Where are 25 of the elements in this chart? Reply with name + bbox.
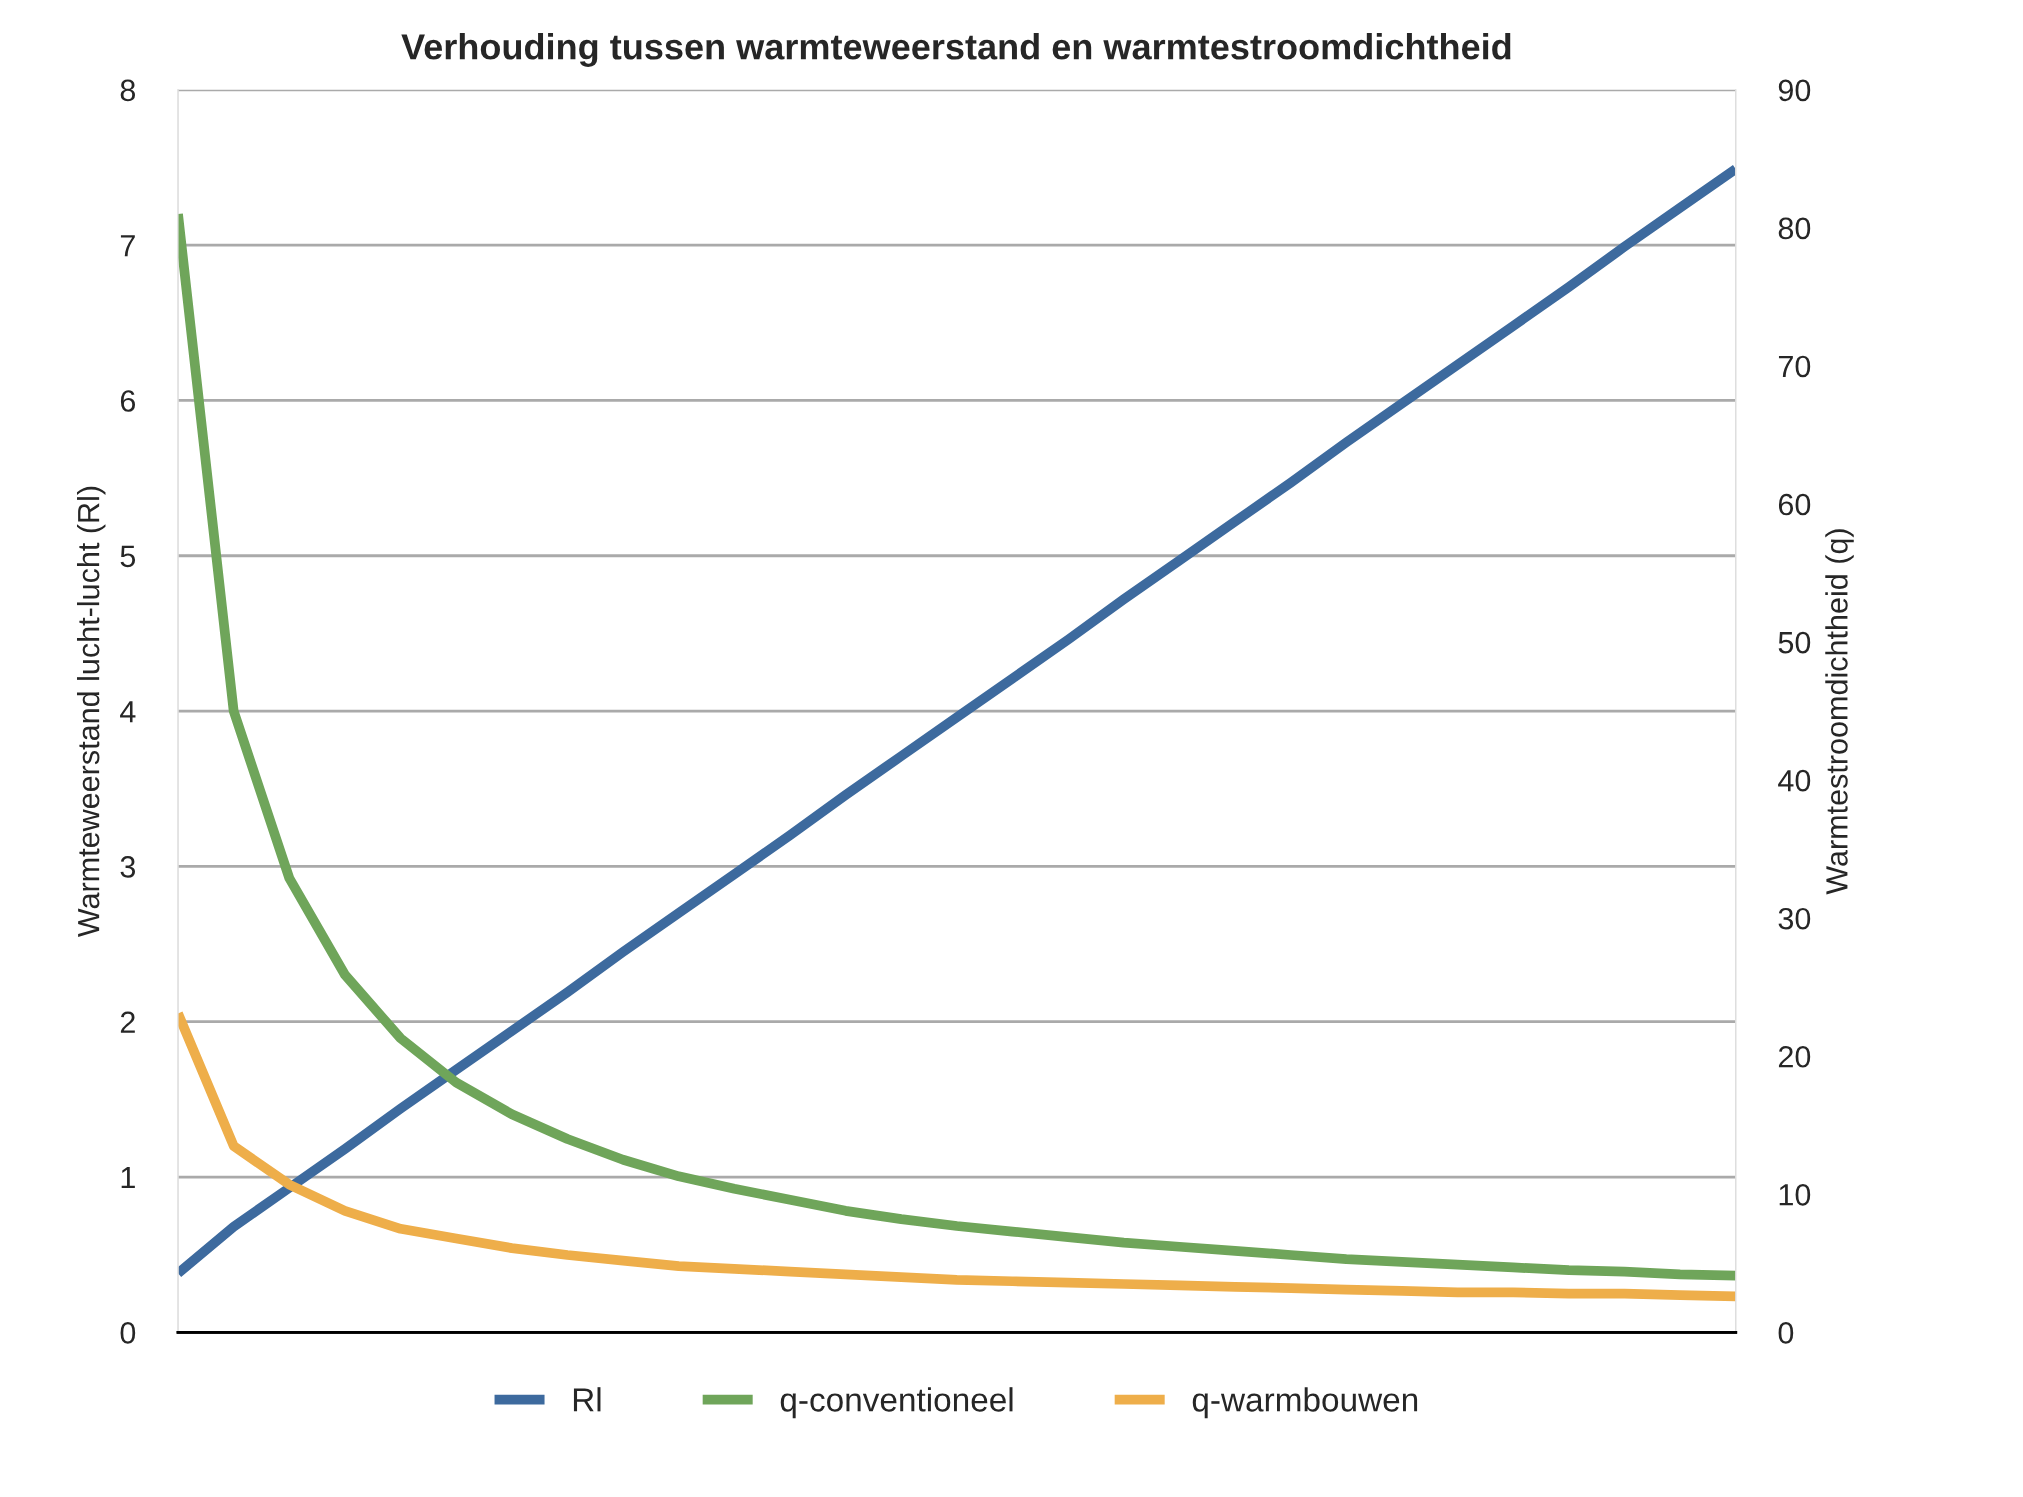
y-tick-label: 7 xyxy=(120,235,135,257)
y-axis-title: Warmteweerstand lucht-lucht (Rl) xyxy=(76,486,106,938)
y2-tick-label: 80 xyxy=(1778,217,1811,240)
y-tick-label: 4 xyxy=(120,701,136,723)
y-tick-label: 1 xyxy=(121,1167,135,1189)
y2-tick-label: 60 xyxy=(1778,493,1811,516)
chart-title: Verhouding tussen warmteweerstand en warmtestroomdichtheid xyxy=(401,33,1511,67)
y2-tick-label: 40 xyxy=(1778,769,1811,792)
y2-tick-label: 70 xyxy=(1778,355,1811,378)
y2-tick-label: 10 xyxy=(1779,1184,1811,1206)
y-tick-label: 6 xyxy=(120,390,136,412)
y-tick-label: 2 xyxy=(120,1011,135,1033)
y-tick-label: 3 xyxy=(120,856,136,878)
y2-tick-label: 50 xyxy=(1778,631,1811,654)
legend-label: q-conventioneel xyxy=(780,1387,1013,1419)
y2-tick-label: 20 xyxy=(1778,1045,1811,1068)
y2-tick-label: 0 xyxy=(1778,1322,1794,1344)
legend-label: q-warmbouwen xyxy=(1192,1387,1418,1419)
y2-tick-label: 30 xyxy=(1778,907,1811,930)
y2-axis-title: Warmtestroomdichtheid (q) xyxy=(1825,529,1854,895)
y-tick-label: 5 xyxy=(120,545,136,568)
y-tick-label: 0 xyxy=(120,1322,136,1344)
legend-label: Rl xyxy=(573,1387,601,1412)
y-tick-label: 8 xyxy=(120,79,136,102)
y2-tick-label: 90 xyxy=(1778,79,1811,102)
